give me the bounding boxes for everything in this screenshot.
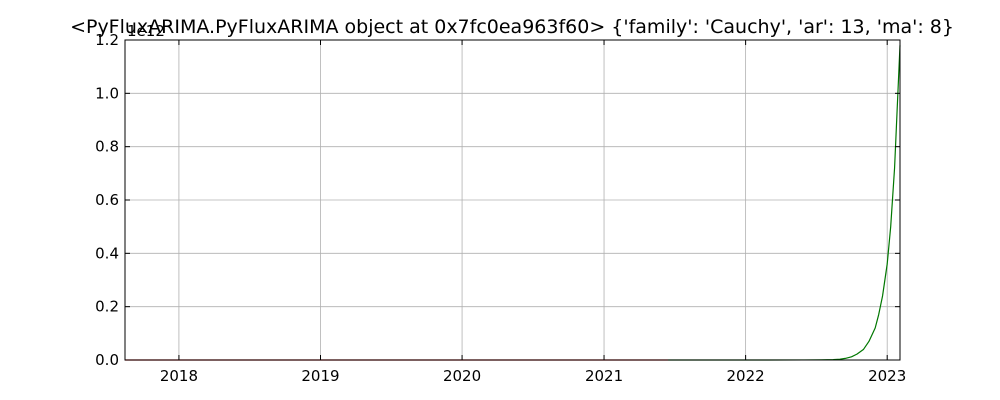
x-tick-label: 2023 [868, 367, 906, 385]
y-tick-label: 0.8 [95, 138, 119, 156]
y-tick-label: 0.4 [95, 244, 119, 262]
x-tick-label: 2018 [160, 367, 198, 385]
y-axis: 0.0 0.2 0.4 0.6 0.8 1.0 1.2 [95, 31, 900, 369]
y-tick-label: 0.0 [95, 351, 119, 369]
x-axis: 2018 2019 2020 2021 2022 2023 [160, 40, 906, 385]
y-offset-label: 1e12 [127, 22, 165, 40]
series-line-1 [668, 45, 901, 361]
x-tick-label: 2021 [585, 367, 623, 385]
x-tick-label: 2020 [443, 367, 481, 385]
x-tick-label: 2022 [727, 367, 765, 385]
x-tick-label: 2019 [301, 367, 339, 385]
y-tick-label: 0.6 [95, 191, 119, 209]
grid [125, 39, 900, 361]
y-tick-label: 0.2 [95, 298, 119, 316]
chart-title: <PyFluxARIMA.PyFluxARIMA object at 0x7fc… [70, 16, 954, 38]
y-tick-label: 1.0 [95, 84, 119, 102]
series-group [125, 45, 901, 361]
y-tick-label: 1.2 [95, 31, 119, 49]
